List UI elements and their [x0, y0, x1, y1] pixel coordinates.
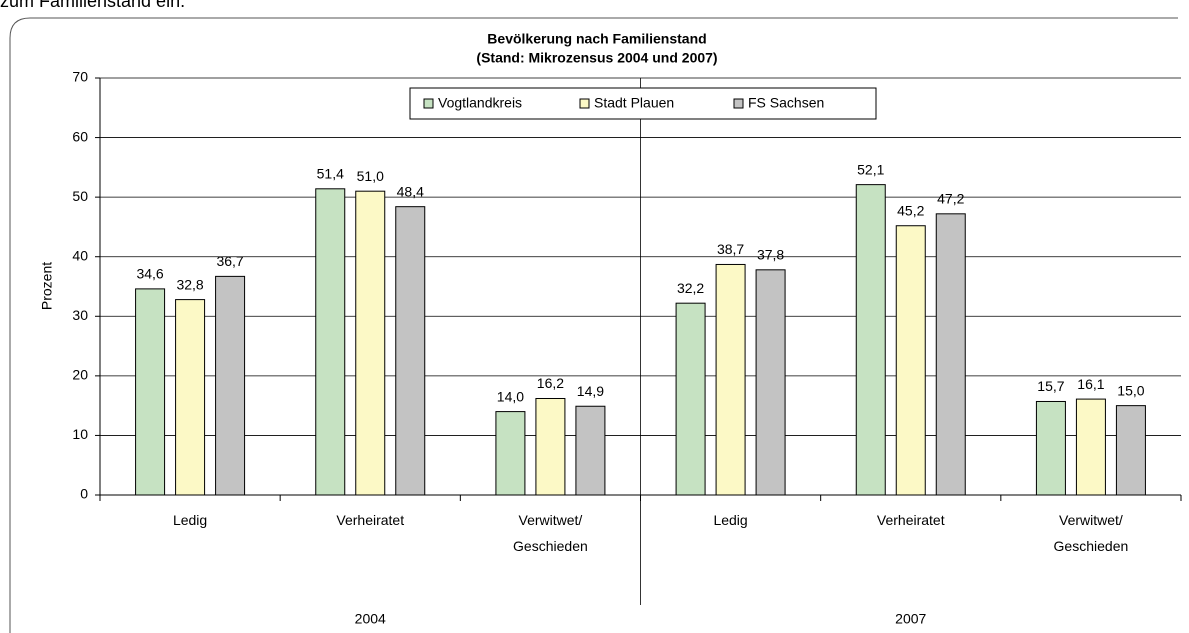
- x-tick-label: Ledig: [172, 512, 208, 528]
- value-label: 47,2: [937, 191, 964, 207]
- bar: [675, 302, 706, 496]
- bar: [575, 405, 606, 496]
- y-tick-label: 70: [72, 69, 88, 85]
- x-tick-label: Verwitwet/ Geschieden: [1053, 512, 1129, 554]
- x-tick-label: Verheiratet: [336, 512, 405, 528]
- y-tick-label: 40: [72, 247, 88, 263]
- bar: [1075, 398, 1106, 496]
- value-label: 51,0: [357, 168, 384, 184]
- legend-label: Vogtlandkreis: [438, 95, 522, 111]
- bar: [755, 269, 786, 496]
- value-label: 51,4: [317, 166, 344, 182]
- y-tick-label: 60: [72, 128, 88, 144]
- value-label: 32,2: [677, 280, 704, 296]
- legend-label: FS Sachsen: [748, 95, 824, 111]
- group-label: 2004: [355, 611, 386, 627]
- group-label: 2007: [895, 611, 926, 627]
- value-label: 52,1: [857, 161, 884, 177]
- chart-title: Bevölkerung nach Familienstand: [487, 31, 706, 47]
- bar: [215, 275, 246, 496]
- bar: [135, 288, 166, 496]
- bar: [1035, 400, 1066, 496]
- legend-swatch: [733, 98, 744, 109]
- legend-box: [409, 87, 877, 120]
- bar: [895, 225, 926, 496]
- bar: [395, 206, 426, 496]
- value-label: 15,0: [1117, 382, 1144, 398]
- y-tick-label: 10: [72, 426, 88, 442]
- x-tick-label: Verheiratet: [876, 512, 945, 528]
- bar: [935, 213, 966, 496]
- y-axis-label: Prozent: [39, 262, 55, 310]
- y-tick-label: 50: [72, 188, 88, 204]
- value-label: 14,9: [577, 383, 604, 399]
- caption: zum Familienstand ein.: [0, 0, 185, 11]
- legend-label: Stadt Plauen: [594, 95, 674, 111]
- value-label: 32,8: [176, 276, 203, 292]
- value-label: 36,7: [216, 253, 243, 269]
- value-label: 34,6: [136, 266, 163, 282]
- value-label: 48,4: [397, 183, 424, 199]
- bar: [495, 411, 526, 496]
- bar: [715, 263, 746, 496]
- bar: [175, 299, 206, 496]
- bar: [1115, 405, 1146, 496]
- bar: [535, 397, 566, 496]
- y-tick-label: 20: [72, 367, 88, 383]
- value-label: 37,8: [757, 247, 784, 263]
- value-label: 14,0: [497, 388, 524, 404]
- x-tick-label: Ledig: [713, 512, 748, 528]
- value-label: 15,7: [1037, 378, 1064, 394]
- value-label: 38,7: [717, 241, 744, 257]
- bar: [355, 190, 386, 496]
- x-tick-label: Verwitwet/ Geschieden: [513, 512, 588, 554]
- bar: [315, 188, 346, 496]
- value-label: 16,1: [1077, 376, 1104, 392]
- value-label: 16,2: [537, 375, 564, 391]
- chart-subtitle: (Stand: Mikrozensus 2004 und 2007): [476, 50, 717, 66]
- y-tick-label: 30: [72, 307, 88, 323]
- legend-swatch: [579, 98, 590, 109]
- chart-frame: [9, 17, 1178, 633]
- legend-swatch: [423, 98, 434, 109]
- value-label: 45,2: [897, 202, 924, 218]
- bar: [855, 184, 886, 496]
- y-tick-label: 0: [80, 486, 88, 502]
